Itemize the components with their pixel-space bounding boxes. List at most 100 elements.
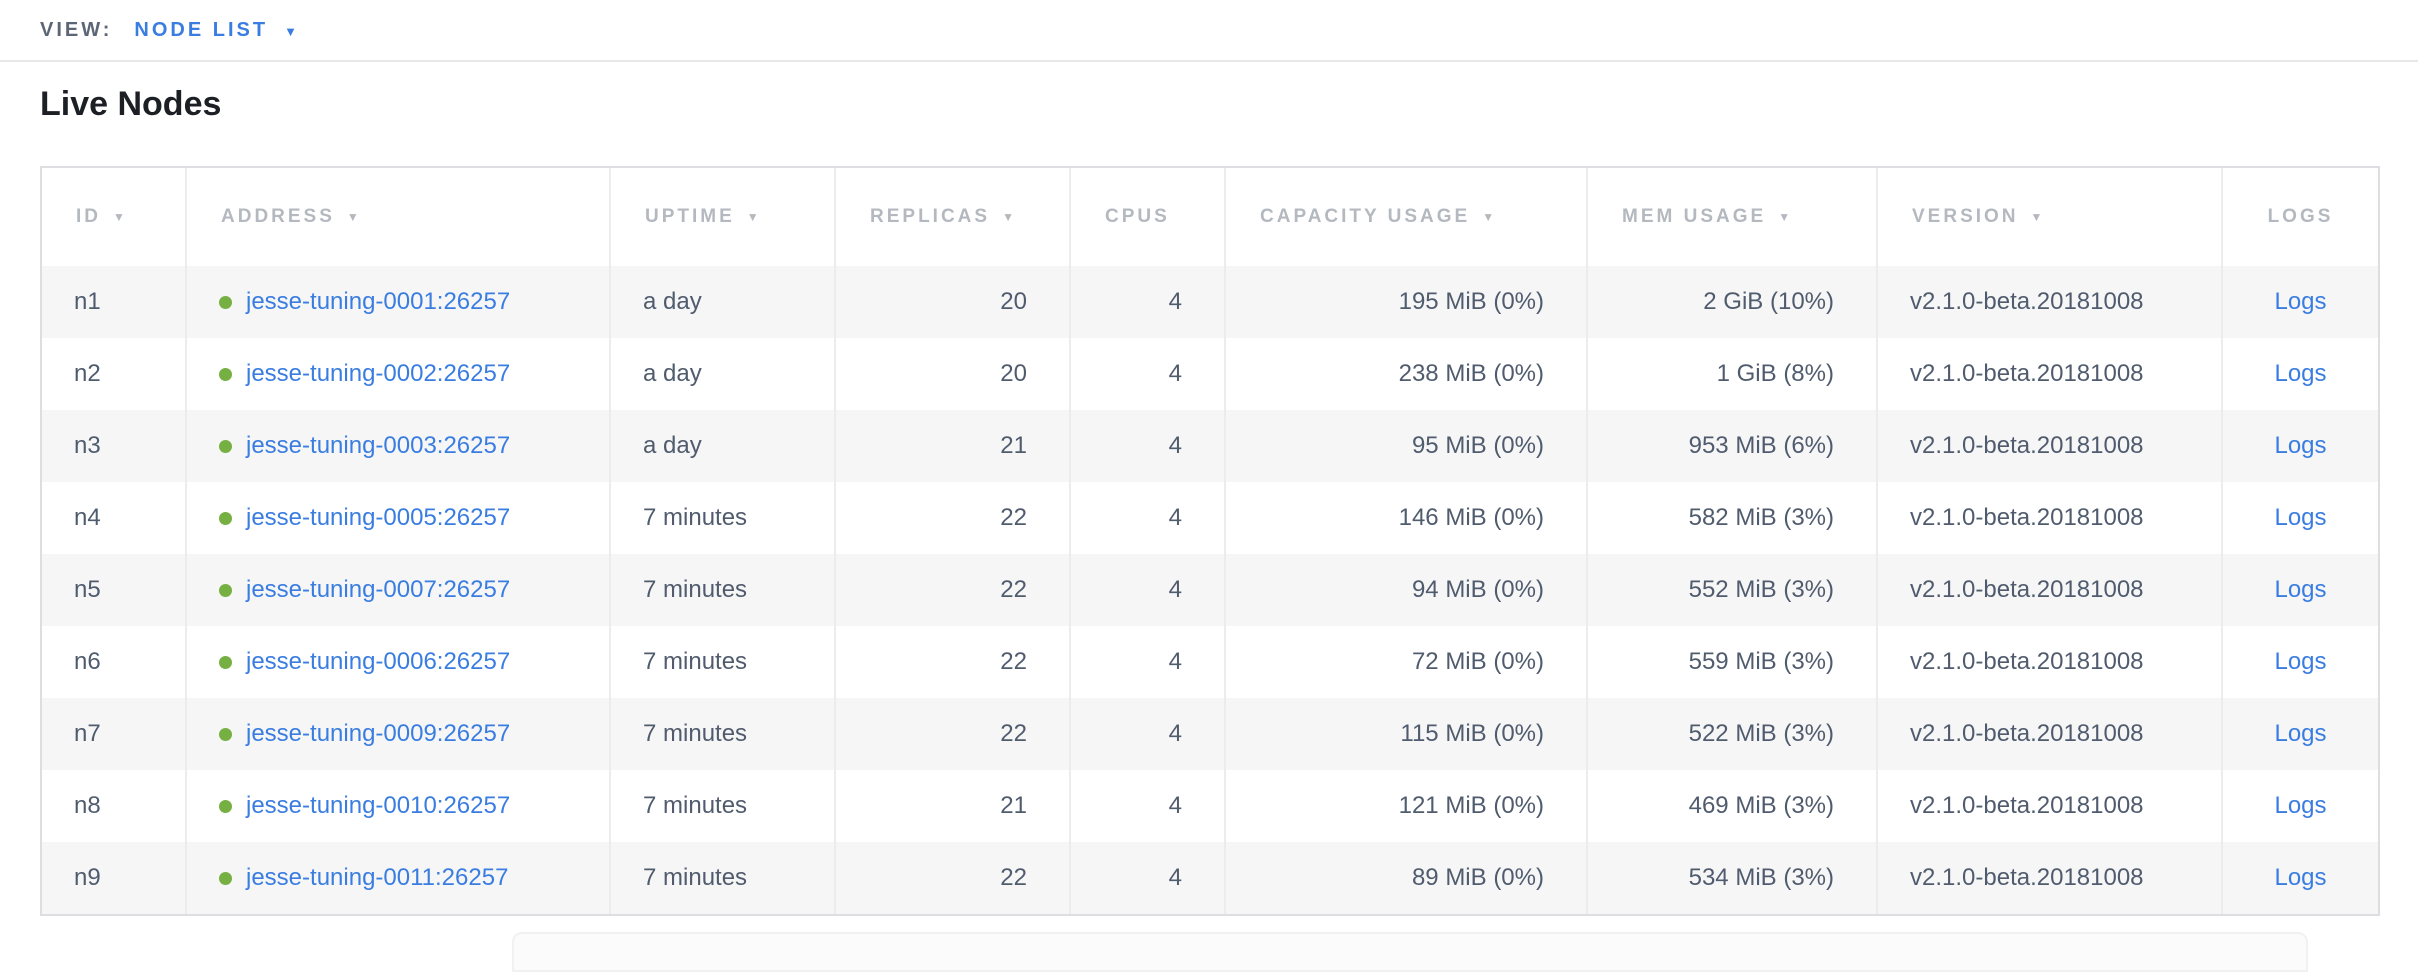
column-header-uptime[interactable]: UPTIME ▼ [611, 168, 836, 266]
sort-arrow-icon: ▼ [2030, 210, 2046, 224]
table-header: ID ▼ ADDRESS ▼ UPTIME ▼ REPLICAS ▼ CPUS CAPACITY … [42, 168, 2378, 266]
cell-address: jesse-tuning-0007:26257 [187, 554, 611, 626]
cell-value: 4 [1168, 720, 1182, 747]
node-address-link[interactable]: jesse-tuning-0005:26257 [246, 504, 511, 531]
cell-value: 94 MiB (0%) [1411, 576, 1544, 603]
logs-link[interactable]: Logs [2274, 504, 2327, 531]
next-section-top-edge [512, 932, 2308, 972]
column-header-mem[interactable]: MEM USAGE ▼ [1588, 168, 1878, 266]
node-address-link[interactable]: jesse-tuning-0006:26257 [246, 648, 511, 675]
cell-value: 95 MiB (0%) [1411, 432, 1544, 459]
cell-logs: Logs [2223, 482, 2378, 554]
cell-logs: Logs [2223, 698, 2378, 770]
cell-value: 20 [1000, 360, 1027, 387]
cell-value: 522 MiB (3%) [1688, 720, 1834, 747]
logs-link[interactable]: Logs [2274, 432, 2327, 459]
cell-logs: Logs [2223, 338, 2378, 410]
table-row: n1 jesse-tuning-0001:26257 a day 20 4 195 MiB… [42, 266, 2378, 338]
cell-uptime: a day [611, 338, 836, 410]
cell-value: n8 [74, 792, 101, 819]
column-header-label: CPUS [1105, 206, 1170, 227]
live-nodes-table: ID ▼ ADDRESS ▼ UPTIME ▼ REPLICAS ▼ CPUS CAPACITY … [40, 166, 2380, 916]
cell-uptime: a day [611, 410, 836, 482]
column-header-id[interactable]: ID ▼ [42, 168, 187, 266]
column-header-address[interactable]: ADDRESS ▼ [187, 168, 611, 266]
cell-capacity: 115 MiB (0%) [1226, 698, 1588, 770]
cell-replicas: 20 [836, 266, 1071, 338]
node-address-link[interactable]: jesse-tuning-0010:26257 [246, 792, 511, 819]
cell-cpus: 4 [1071, 554, 1226, 626]
cell-value: 469 MiB (3%) [1688, 792, 1834, 819]
cell-version: v2.1.0-beta.20181008 [1878, 410, 2223, 482]
cell-version: v2.1.0-beta.20181008 [1878, 338, 2223, 410]
cell-id: n7 [42, 698, 187, 770]
cell-value: 534 MiB (3%) [1688, 864, 1834, 891]
node-address-link[interactable]: jesse-tuning-0001:26257 [246, 288, 511, 315]
cell-cpus: 4 [1071, 482, 1226, 554]
cell-value: 21 [1000, 792, 1027, 819]
cell-uptime: 7 minutes [611, 770, 836, 842]
cell-mem: 559 MiB (3%) [1588, 626, 1878, 698]
cell-value: 72 MiB (0%) [1411, 648, 1544, 675]
logs-link[interactable]: Logs [2274, 360, 2327, 387]
live-status-dot-icon [219, 727, 232, 741]
node-address-link[interactable]: jesse-tuning-0009:26257 [246, 720, 511, 747]
cell-capacity: 94 MiB (0%) [1226, 554, 1588, 626]
cell-id: n1 [42, 266, 187, 338]
cell-id: n6 [42, 626, 187, 698]
sort-arrow-icon: ▼ [1482, 210, 1498, 224]
node-address-link[interactable]: jesse-tuning-0003:26257 [246, 432, 511, 459]
live-status-dot-icon [219, 511, 232, 525]
logs-link[interactable]: Logs [2274, 288, 2327, 315]
cell-cpus: 4 [1071, 266, 1226, 338]
node-address-link[interactable]: jesse-tuning-0011:26257 [246, 864, 509, 891]
cell-version: v2.1.0-beta.20181008 [1878, 698, 2223, 770]
cell-value: 4 [1168, 360, 1182, 387]
cell-value: v2.1.0-beta.20181008 [1910, 864, 2144, 891]
cell-mem: 1 GiB (8%) [1588, 338, 1878, 410]
live-status-dot-icon [219, 295, 232, 309]
column-header-replicas[interactable]: REPLICAS ▼ [836, 168, 1071, 266]
cell-logs: Logs [2223, 554, 2378, 626]
column-header-label: UPTIME [645, 206, 735, 227]
cell-value: 7 minutes [643, 576, 748, 603]
cell-id: n4 [42, 482, 187, 554]
cell-value: 4 [1168, 576, 1182, 603]
logs-link[interactable]: Logs [2274, 792, 2327, 819]
live-status-dot-icon [219, 367, 232, 381]
cell-cpus: 4 [1071, 338, 1226, 410]
cell-version: v2.1.0-beta.20181008 [1878, 842, 2223, 914]
column-header-label: REPLICAS [870, 206, 991, 227]
cell-value: 20 [1000, 288, 1027, 315]
cell-address: jesse-tuning-0002:26257 [187, 338, 611, 410]
cell-value: v2.1.0-beta.20181008 [1910, 720, 2144, 747]
view-label: VIEW: [40, 18, 113, 41]
cell-capacity: 89 MiB (0%) [1226, 842, 1588, 914]
page-title: Live Nodes [40, 85, 222, 123]
column-header-capacity[interactable]: CAPACITY USAGE ▼ [1226, 168, 1588, 266]
column-header-version[interactable]: VERSION ▼ [1878, 168, 2223, 266]
cell-value: 21 [1000, 432, 1027, 459]
cell-value: 552 MiB (3%) [1688, 576, 1834, 603]
cell-value: a day [643, 360, 702, 387]
logs-link[interactable]: Logs [2274, 576, 2327, 603]
cell-value: 4 [1168, 504, 1182, 531]
logs-link[interactable]: Logs [2274, 648, 2327, 675]
cell-version: v2.1.0-beta.20181008 [1878, 554, 2223, 626]
view-selector-dropdown[interactable]: NODE LIST ▼ [134, 19, 297, 42]
node-address-link[interactable]: jesse-tuning-0007:26257 [246, 576, 511, 603]
node-address-link[interactable]: jesse-tuning-0002:26257 [246, 360, 511, 387]
cell-logs: Logs [2223, 770, 2378, 842]
logs-link[interactable]: Logs [2274, 720, 2327, 747]
cell-address: jesse-tuning-0011:26257 [187, 842, 611, 914]
cell-id: n9 [42, 842, 187, 914]
cell-value: n3 [74, 432, 101, 459]
view-bar: VIEW: NODE LIST ▼ [0, 0, 2418, 62]
cell-capacity: 146 MiB (0%) [1226, 482, 1588, 554]
cell-address: jesse-tuning-0005:26257 [187, 482, 611, 554]
cell-mem: 953 MiB (6%) [1588, 410, 1878, 482]
cell-address: jesse-tuning-0006:26257 [187, 626, 611, 698]
sort-arrow-icon: ▼ [1002, 210, 1017, 224]
logs-link[interactable]: Logs [2274, 864, 2327, 891]
cell-mem: 469 MiB (3%) [1588, 770, 1878, 842]
